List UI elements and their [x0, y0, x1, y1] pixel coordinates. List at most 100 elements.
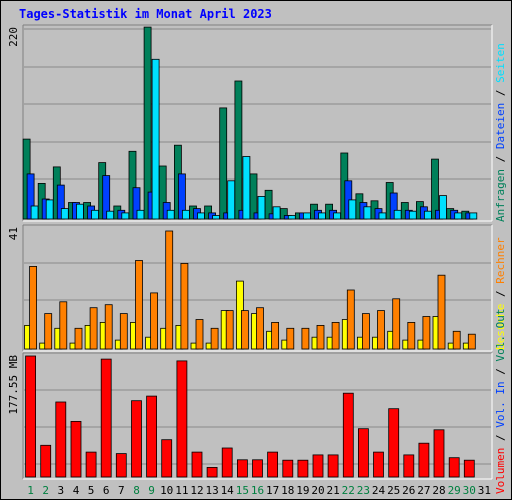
- bar-seiten-day-16: [257, 195, 266, 220]
- bar-seiten-day-1: [30, 205, 39, 220]
- bar-rechner-day-3: [59, 301, 68, 350]
- bar-seiten-day-26: [408, 210, 417, 220]
- bar-rechner-day-21: [331, 321, 340, 350]
- panel-visits-legend: Besuche / Rechner: [494, 237, 507, 350]
- bar-seiten-day-22: [348, 199, 357, 220]
- panel-volume-scale-label: 177.55 MB: [7, 355, 20, 415]
- bar-volumen-day-2: [40, 444, 52, 478]
- bar-volumen-day-15: [236, 459, 248, 478]
- day-label-15: 15: [236, 484, 249, 497]
- day-label-2: 2: [42, 484, 49, 497]
- bar-rechner-day-1: [29, 265, 38, 350]
- bar-rechner-day-11: [180, 262, 189, 350]
- panel-hits-legend: Anfragen / Dateien / Seiten: [494, 43, 507, 222]
- bar-rechner-day-8: [135, 260, 143, 350]
- bar-anfragen-day-8: [128, 150, 137, 220]
- bar-rechner-day-16: [256, 307, 264, 350]
- bar-rechner-day-10: [165, 230, 174, 350]
- legend-vol-out: Vol. Out: [494, 309, 507, 362]
- bar-volumen-day-25: [388, 408, 400, 478]
- day-label-20: 20: [311, 484, 324, 497]
- bar-seiten-day-2: [45, 199, 54, 220]
- bar-rechner-day-13: [210, 327, 219, 350]
- bar-seiten-day-21: [333, 212, 342, 220]
- day-label-19: 19: [296, 484, 309, 497]
- legend-volumen: Volumen: [494, 448, 507, 494]
- bar-dateien-day-8: [132, 187, 141, 220]
- day-label-8: 8: [133, 484, 140, 497]
- panel-visits: 41: [7, 224, 493, 352]
- bar-volumen-day-20: [312, 454, 324, 478]
- day-label-29: 29: [448, 484, 461, 497]
- bar-volumen-day-29: [448, 457, 460, 478]
- bar-volumen-day-11: [176, 360, 188, 478]
- bar-dateien-day-6: [102, 175, 111, 220]
- bar-dateien-day-11: [177, 173, 186, 220]
- legend-separator: /: [494, 284, 507, 304]
- bar-volumen-day-13: [206, 466, 218, 478]
- day-label-1: 1: [27, 484, 34, 497]
- bar-seiten-day-3: [60, 208, 69, 220]
- bar-volumen-day-1: [25, 355, 37, 478]
- legend-seiten: Seiten: [494, 43, 507, 83]
- bar-volumen-day-9: [146, 395, 158, 478]
- legend-vol-in: Vol. In: [494, 381, 507, 427]
- bar-volumen-day-18: [282, 459, 294, 478]
- legend-separator: /: [494, 428, 507, 448]
- bar-rechner-day-27: [422, 316, 431, 350]
- bar-anfragen-day-16: [249, 173, 258, 220]
- day-label-18: 18: [281, 484, 294, 497]
- bar-volumen-day-14: [221, 447, 233, 478]
- bar-rechner-day-20: [316, 324, 325, 350]
- bar-rechner-day-15: [240, 310, 249, 350]
- bar-rechner-day-24: [377, 310, 385, 350]
- day-label-7: 7: [118, 484, 125, 497]
- legend-besuche: Besuche: [494, 304, 507, 350]
- day-label-13: 13: [205, 484, 218, 497]
- bar-seiten-day-8: [136, 209, 145, 220]
- bar-rechner-day-17: [271, 321, 280, 350]
- bar-rechner-day-6: [104, 304, 113, 350]
- bar-rechner-day-29: [452, 330, 461, 350]
- bar-anfragen-day-18: [279, 208, 288, 220]
- bar-rechner-day-7: [119, 313, 128, 350]
- day-label-10: 10: [160, 484, 173, 497]
- bar-volumen-day-5: [85, 451, 97, 478]
- day-label-30: 30: [463, 484, 476, 497]
- legend-separator: /: [494, 149, 507, 169]
- bar-dateien-day-3: [56, 184, 65, 220]
- day-label-21: 21: [326, 484, 339, 497]
- day-label-31: 31: [478, 484, 491, 497]
- bar-seiten-day-4: [76, 203, 84, 220]
- panel-hits-scale-label: 220: [7, 27, 20, 47]
- bar-seiten-day-13: [212, 215, 221, 220]
- bar-anfragen-day-17: [264, 189, 273, 220]
- bar-seiten-day-9: [151, 58, 160, 220]
- bar-rechner-day-2: [44, 313, 53, 350]
- bar-seiten-day-18: [287, 215, 296, 220]
- bar-seiten-day-23: [363, 206, 372, 220]
- bar-rechner-day-26: [407, 321, 416, 350]
- bar-rechner-day-25: [392, 298, 401, 350]
- bar-rechner-day-5: [89, 307, 98, 350]
- bar-seiten-day-14: [227, 180, 236, 220]
- bar-seiten-day-24: [378, 212, 387, 220]
- bar-anfragen-day-15: [234, 80, 243, 220]
- legend-separator: /: [494, 362, 507, 382]
- bar-rechner-day-4: [74, 327, 83, 350]
- day-label-16: 16: [251, 484, 264, 497]
- day-label-3: 3: [57, 484, 64, 497]
- panel-volume-legend: Volumen / Vol. In / Vol. Out: [494, 309, 507, 494]
- bar-volumen-day-10: [161, 439, 173, 478]
- bar-volumen-day-22: [342, 392, 354, 478]
- bar-seiten-day-20: [318, 212, 326, 220]
- bar-anfragen-day-9: [143, 26, 152, 220]
- legend-rechner: Rechner: [494, 237, 507, 284]
- bar-volumen-day-23: [357, 428, 369, 478]
- bar-anfragen-day-14: [219, 107, 228, 220]
- bar-anfragen-day-10: [158, 165, 167, 220]
- day-label-6: 6: [103, 484, 110, 497]
- bar-rechner-day-22: [346, 289, 355, 350]
- day-label-25: 25: [387, 484, 400, 497]
